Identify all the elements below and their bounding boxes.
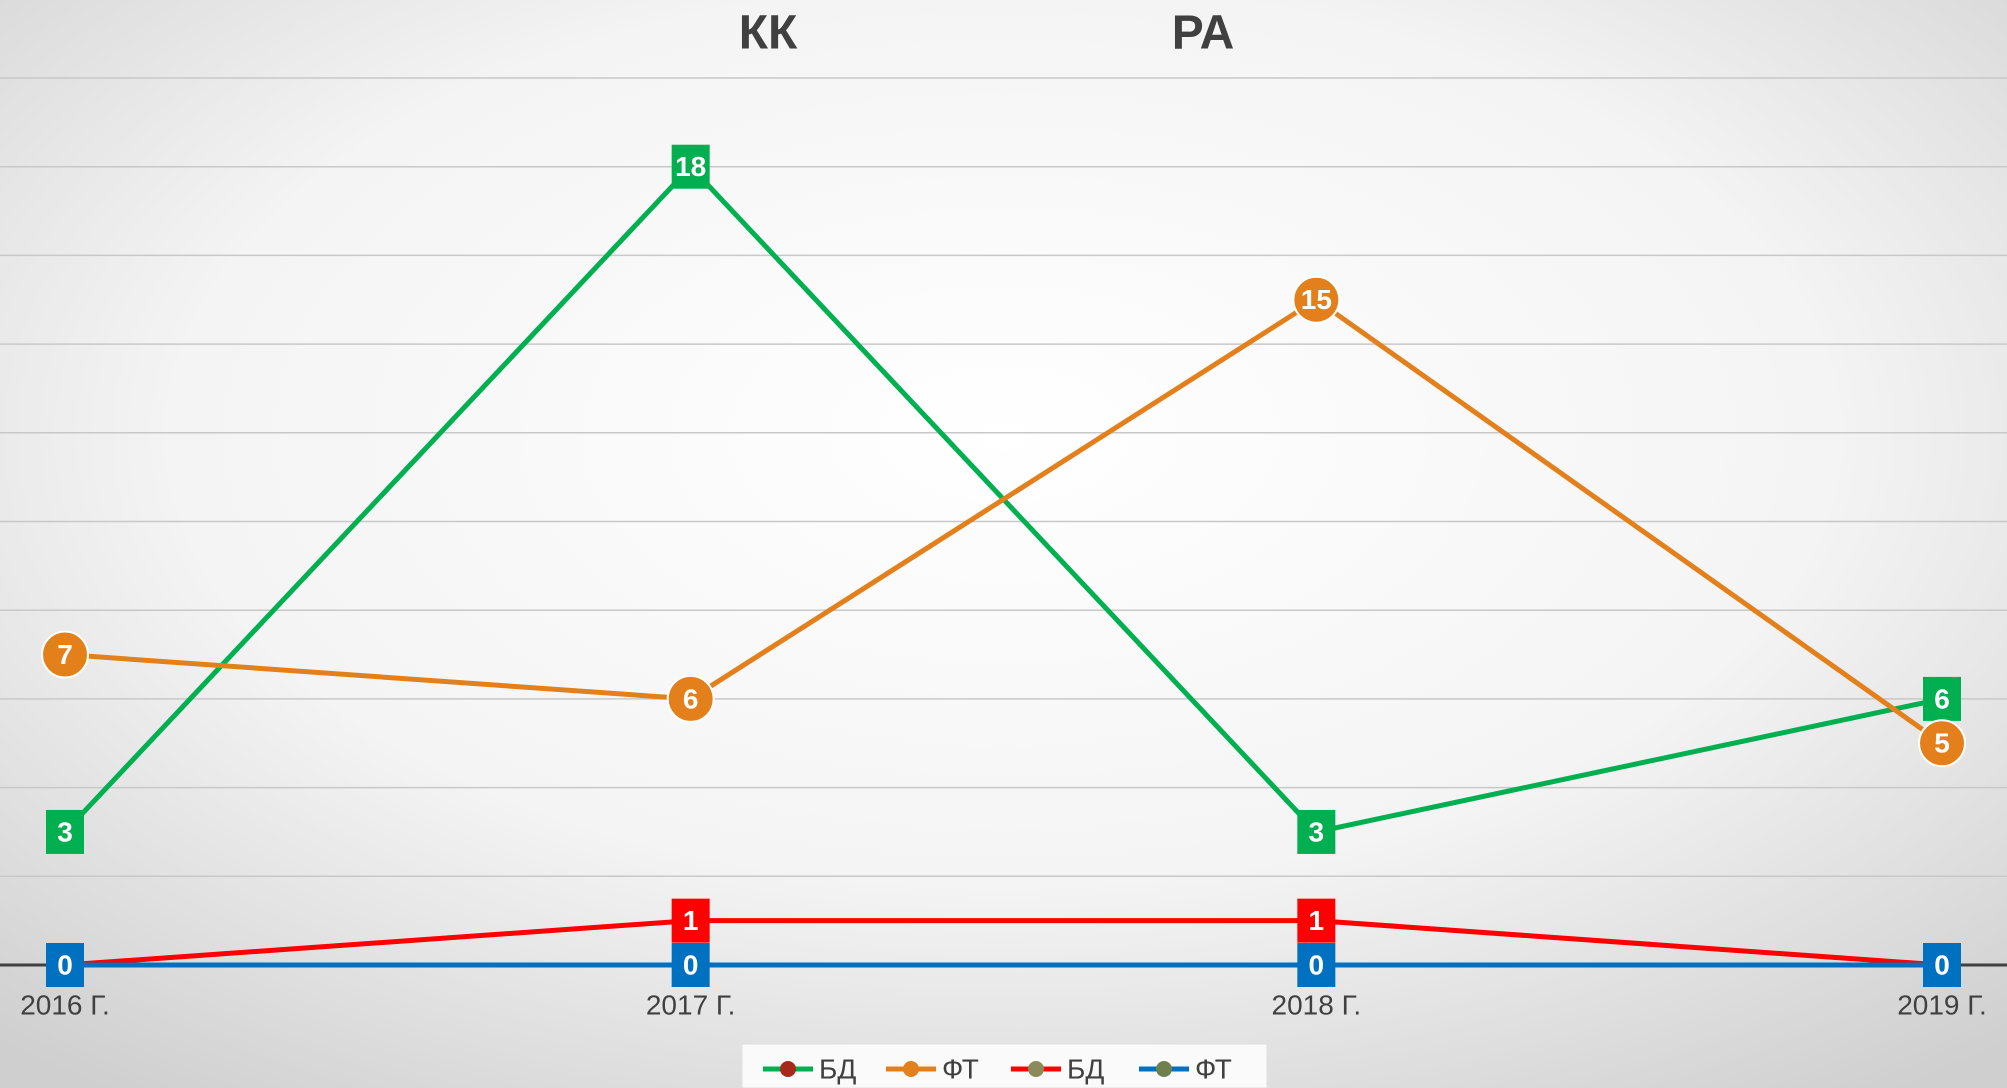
legend-marker <box>903 1061 919 1077</box>
data-label: 5 <box>1934 728 1950 759</box>
legend-marker <box>780 1061 796 1077</box>
chart-title: РА <box>1172 7 1234 60</box>
legend-marker <box>1156 1061 1172 1077</box>
legend-box <box>741 1043 1268 1088</box>
data-marker <box>1918 719 1966 768</box>
data-label: 7 <box>57 639 73 670</box>
data-label: 15 <box>1301 284 1332 315</box>
data-marker <box>46 809 84 854</box>
data-label: 3 <box>1309 816 1325 847</box>
data-label: 1 <box>683 905 699 936</box>
x-tick-label: 2018 Г. <box>1272 989 1362 1020</box>
data-marker <box>671 144 710 189</box>
legend-label: БД <box>1067 1053 1104 1084</box>
data-marker <box>41 630 89 679</box>
data-label: 0 <box>683 949 699 980</box>
data-marker <box>1297 898 1336 943</box>
data-label: 6 <box>1934 683 1950 714</box>
data-marker <box>46 943 84 987</box>
data-label: 6 <box>683 683 699 714</box>
data-label: 18 <box>675 151 706 182</box>
data-label: 3 <box>57 816 73 847</box>
series-line <box>64 296 1944 746</box>
data-label: 0 <box>1309 949 1325 980</box>
data-marker <box>671 943 710 987</box>
data-marker <box>1923 676 1961 721</box>
data-marker <box>1292 275 1341 324</box>
data-marker <box>666 674 715 723</box>
data-label: 1 <box>1309 905 1325 936</box>
series-line <box>64 918 1943 968</box>
data-marker <box>1923 943 1961 987</box>
data-label: 0 <box>57 949 73 980</box>
legend-marker <box>1028 1061 1044 1077</box>
legend-label: ФТ <box>1195 1053 1232 1084</box>
x-tick-label: 2019 Г. <box>1897 989 1987 1020</box>
data-marker <box>1297 943 1336 987</box>
data-marker <box>671 898 710 943</box>
data-marker <box>1297 809 1336 854</box>
chart-title: КК <box>739 7 798 60</box>
x-tick-label: 2016 Г. <box>20 989 110 1020</box>
legend-label: БД <box>819 1053 856 1084</box>
legend-label: ФТ <box>942 1053 979 1084</box>
x-tick-label: 2017 Г. <box>646 989 736 1020</box>
data-label: 0 <box>1934 949 1950 980</box>
